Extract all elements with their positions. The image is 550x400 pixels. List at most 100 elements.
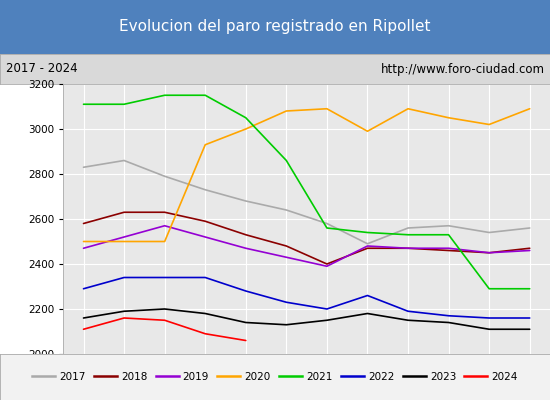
Text: 2017 - 2024: 2017 - 2024 [6, 62, 77, 76]
2021 [364, 230, 371, 235]
2022 [161, 275, 168, 280]
2020 [364, 129, 371, 134]
2018 [80, 221, 87, 226]
2022 [446, 313, 452, 318]
Line: 2024: 2024 [84, 318, 246, 340]
2023 [161, 306, 168, 311]
2022 [121, 275, 128, 280]
2017 [202, 187, 208, 192]
Line: 2020: 2020 [84, 109, 530, 242]
Text: http://www.foro-ciudad.com: http://www.foro-ciudad.com [381, 62, 544, 76]
2018 [446, 248, 452, 253]
2024 [202, 331, 208, 336]
2021 [323, 226, 330, 230]
2020 [80, 239, 87, 244]
2019 [283, 255, 290, 260]
2022 [526, 316, 533, 320]
2021 [121, 102, 128, 107]
2018 [161, 210, 168, 215]
2023 [526, 327, 533, 332]
2024 [161, 318, 168, 323]
2023 [121, 309, 128, 314]
Legend: 2017, 2018, 2019, 2020, 2021, 2022, 2023, 2024: 2017, 2018, 2019, 2020, 2021, 2022, 2023… [28, 368, 522, 386]
2019 [121, 234, 128, 239]
2018 [364, 246, 371, 251]
2020 [526, 106, 533, 111]
2020 [161, 239, 168, 244]
2020 [405, 106, 411, 111]
2020 [243, 126, 249, 131]
2019 [405, 246, 411, 251]
2017 [486, 230, 492, 235]
2023 [202, 311, 208, 316]
2018 [323, 262, 330, 266]
2023 [446, 320, 452, 325]
2022 [80, 286, 87, 291]
2017 [161, 174, 168, 179]
2021 [526, 286, 533, 291]
2021 [446, 232, 452, 237]
2020 [121, 239, 128, 244]
2018 [243, 232, 249, 237]
2019 [526, 248, 533, 253]
2023 [283, 322, 290, 327]
2020 [202, 142, 208, 147]
2021 [283, 158, 290, 163]
2017 [283, 208, 290, 212]
2017 [526, 226, 533, 230]
Line: 2022: 2022 [84, 278, 530, 318]
2022 [202, 275, 208, 280]
2024 [121, 316, 128, 320]
2022 [486, 316, 492, 320]
2019 [202, 234, 208, 239]
2018 [486, 250, 492, 255]
2021 [161, 93, 168, 98]
2022 [283, 300, 290, 305]
2023 [405, 318, 411, 323]
Line: 2023: 2023 [84, 309, 530, 329]
2018 [283, 244, 290, 248]
2020 [446, 115, 452, 120]
2024 [243, 338, 249, 343]
2023 [323, 318, 330, 323]
2020 [283, 108, 290, 114]
2022 [405, 309, 411, 314]
2022 [323, 306, 330, 311]
2018 [405, 246, 411, 251]
2017 [405, 226, 411, 230]
2018 [526, 246, 533, 251]
2020 [323, 106, 330, 111]
2018 [121, 210, 128, 215]
2019 [243, 246, 249, 251]
2017 [323, 221, 330, 226]
2019 [80, 246, 87, 251]
2022 [364, 293, 371, 298]
2019 [323, 264, 330, 269]
2019 [486, 250, 492, 255]
2017 [80, 165, 87, 170]
Line: 2018: 2018 [84, 212, 530, 264]
2021 [202, 93, 208, 98]
2023 [243, 320, 249, 325]
2022 [243, 289, 249, 294]
Line: 2017: 2017 [84, 160, 530, 244]
2017 [364, 241, 371, 246]
2020 [486, 122, 492, 127]
2019 [364, 244, 371, 248]
2021 [405, 232, 411, 237]
2018 [202, 219, 208, 224]
2021 [80, 102, 87, 107]
2024 [80, 327, 87, 332]
2021 [486, 286, 492, 291]
2017 [121, 158, 128, 163]
2017 [446, 223, 452, 228]
Text: Evolucion del paro registrado en Ripollet: Evolucion del paro registrado en Ripolle… [119, 20, 431, 34]
Line: 2021: 2021 [84, 95, 530, 289]
2019 [161, 223, 168, 228]
2019 [446, 246, 452, 251]
2023 [80, 316, 87, 320]
2021 [243, 115, 249, 120]
2023 [364, 311, 371, 316]
2023 [486, 327, 492, 332]
Line: 2019: 2019 [84, 226, 530, 266]
